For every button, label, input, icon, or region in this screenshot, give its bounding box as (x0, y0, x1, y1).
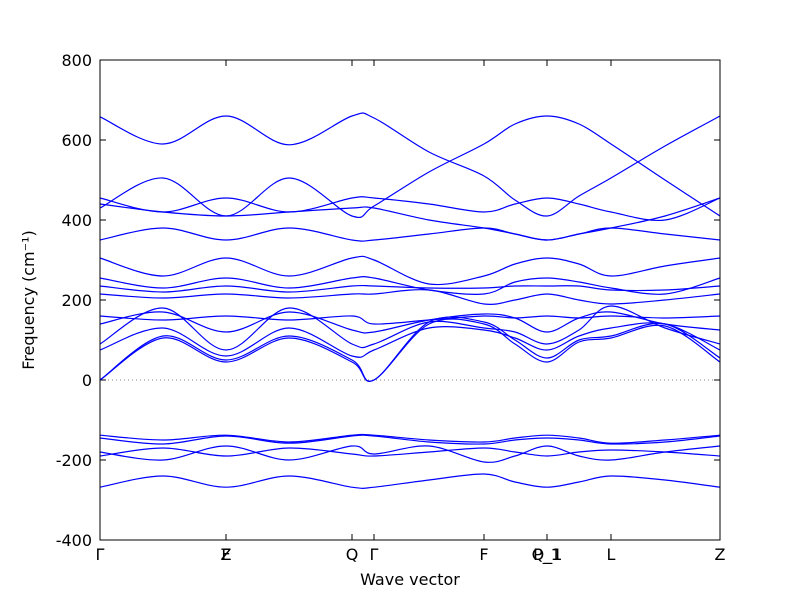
y-tick-label: 800 (61, 51, 92, 70)
y-tick-label: 200 (61, 291, 92, 310)
y-tick-label: 600 (61, 131, 92, 150)
x-tick-label: Z (715, 545, 726, 564)
band-line (99, 473, 721, 489)
band-line (99, 434, 721, 445)
x-tick-label: Γ (370, 545, 379, 564)
band-line (99, 316, 721, 382)
band-line (99, 447, 721, 457)
y-axis-label: Frequency (cm⁻¹) (19, 230, 38, 369)
y-tick-label: 400 (61, 211, 92, 230)
band-line (99, 196, 721, 222)
x-tick-label: Q_1 (532, 545, 563, 565)
band-line (99, 255, 721, 286)
band-line (99, 227, 721, 242)
x-tick-label: P_1 (533, 545, 561, 565)
plot-area (100, 60, 720, 540)
y-tick-label: -200 (56, 451, 92, 470)
x-tick-label: Γ (96, 545, 105, 564)
band-line (99, 289, 721, 305)
band-line (99, 276, 721, 295)
x-axis-label: Wave vector (360, 570, 460, 589)
band-line (99, 318, 721, 382)
x-tick-label: L (607, 545, 616, 564)
band-line (99, 112, 721, 217)
x-tick-label: Z (221, 545, 232, 564)
band-line (99, 433, 721, 444)
y-tick-label: 0 (82, 371, 92, 390)
x-tick-label: F (479, 545, 488, 564)
band-line (99, 445, 721, 463)
band-line (99, 284, 721, 293)
y-tick-label: -400 (56, 531, 92, 550)
x-tick-label: Q (346, 545, 359, 564)
plot-frame (99, 59, 721, 541)
x-tick-label: F (221, 545, 230, 564)
band-line (99, 322, 721, 358)
